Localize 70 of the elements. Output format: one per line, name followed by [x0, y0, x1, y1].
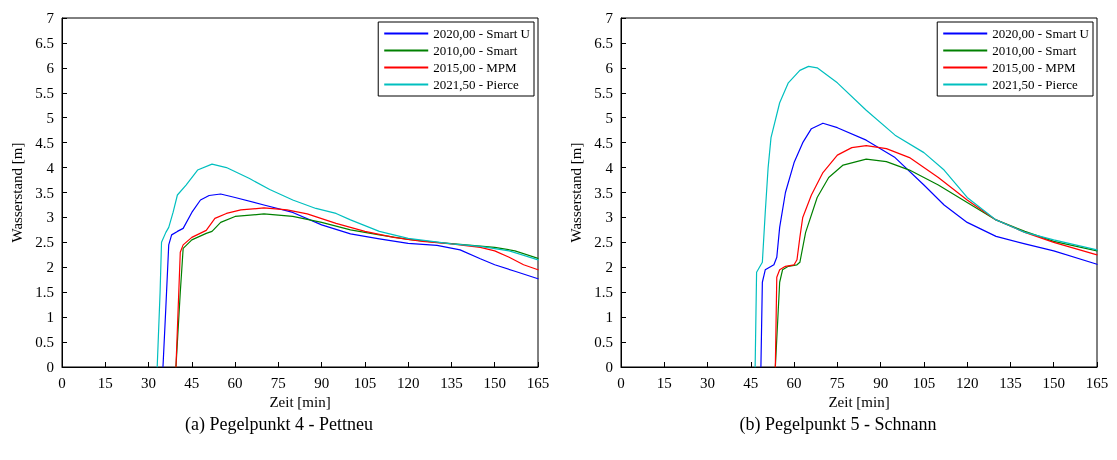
x-tick-label: 135: [440, 374, 463, 391]
x-tick-label: 150: [483, 374, 506, 391]
y-tick-label: 6: [46, 59, 55, 76]
x-tick-label: 150: [1042, 374, 1065, 391]
y-tick-label: 0: [46, 359, 54, 375]
text: (a) Pegelpunkt 4 - Pettneu: [185, 414, 373, 435]
y-tick-label: 0.5: [35, 334, 54, 351]
y-axis-title: Wasserstand [m]: [8, 142, 25, 243]
y-tick-label: 3: [46, 209, 54, 226]
x-axis-title: Zeit [min]: [269, 394, 331, 411]
y-tick-label: 2: [605, 259, 613, 276]
x-tick-label: 120: [396, 374, 420, 391]
y-tick-label: 5.5: [35, 84, 54, 101]
y-tick-label: 0.5: [594, 334, 613, 351]
text: (b) Pegelpunkt 5 - Schnann: [739, 414, 937, 435]
y-tick-label: 3.5: [594, 184, 613, 201]
x-tick-label: 60: [786, 374, 802, 391]
x-tick-label: 105: [912, 374, 936, 391]
legend-label: 2020,00 - Smart U: [992, 26, 1090, 41]
x-tick-label: 15: [97, 374, 113, 391]
y-tick-label: 7: [46, 10, 55, 26]
x-tick-label: 60: [227, 374, 243, 391]
y-tick-label: 6.5: [35, 34, 54, 51]
x-tick-label: 30: [700, 374, 716, 391]
legend-label: 2010,00 - Smart: [992, 43, 1077, 58]
x-tick-label: 45: [184, 374, 200, 391]
y-tick-label: 1.5: [594, 284, 613, 301]
y-tick-label: 3: [605, 209, 613, 226]
y-tick-label: 6.5: [594, 34, 613, 51]
y-tick-label: 5.5: [594, 84, 613, 101]
y-tick-label: 1.5: [35, 284, 54, 301]
x-tick-label: 15: [656, 374, 672, 391]
x-tick-label: 75: [270, 374, 286, 391]
y-tick-label: 4.5: [35, 134, 54, 151]
x-tick-label: 135: [999, 374, 1022, 391]
y-axis-title: Wasserstand [m]: [567, 142, 584, 243]
legend-label: 2020,00 - Smart U: [433, 26, 531, 41]
x-tick-label: 0: [58, 374, 66, 391]
y-tick-label: 1: [46, 309, 54, 326]
y-tick-label: 4: [46, 159, 55, 176]
line-series: [156, 163, 539, 368]
x-tick-label: 30: [141, 374, 157, 391]
x-axis-title: Zeit [min]: [828, 394, 890, 411]
y-tick-label: 6: [605, 59, 614, 76]
x-tick-label: 105: [353, 374, 377, 391]
x-tick-label: 45: [743, 374, 759, 391]
legend-label: 2015,00 - MPM: [992, 60, 1077, 75]
y-tick-label: 5: [46, 109, 54, 126]
x-tick-label: 90: [314, 374, 330, 391]
legend-label: 2021,50 - Pierce: [992, 77, 1079, 92]
x-tick-label: 0: [617, 374, 625, 391]
x-tick-label: 165: [1085, 374, 1109, 391]
y-tick-label: 2: [46, 259, 54, 276]
y-tick-label: 2.5: [35, 234, 54, 251]
x-tick-label: 165: [526, 374, 550, 391]
legend-label: 2010,00 - Smart: [433, 43, 518, 58]
y-tick-label: 4.5: [594, 134, 613, 151]
line-series: [754, 65, 1098, 368]
y-tick-label: 0: [605, 359, 613, 375]
legend-label: 2015,00 - MPM: [433, 60, 518, 75]
y-tick-label: 5: [605, 109, 613, 126]
y-tick-label: 2.5: [594, 234, 613, 251]
x-tick-label: 75: [829, 374, 845, 391]
y-tick-label: 3.5: [35, 184, 54, 201]
y-tick-label: 4: [605, 159, 614, 176]
x-tick-label: 90: [873, 374, 889, 391]
y-tick-label: 1: [605, 309, 613, 326]
y-tick-label: 7: [605, 10, 614, 26]
legend-label: 2021,50 - Pierce: [433, 77, 520, 92]
x-tick-label: 120: [955, 374, 979, 391]
